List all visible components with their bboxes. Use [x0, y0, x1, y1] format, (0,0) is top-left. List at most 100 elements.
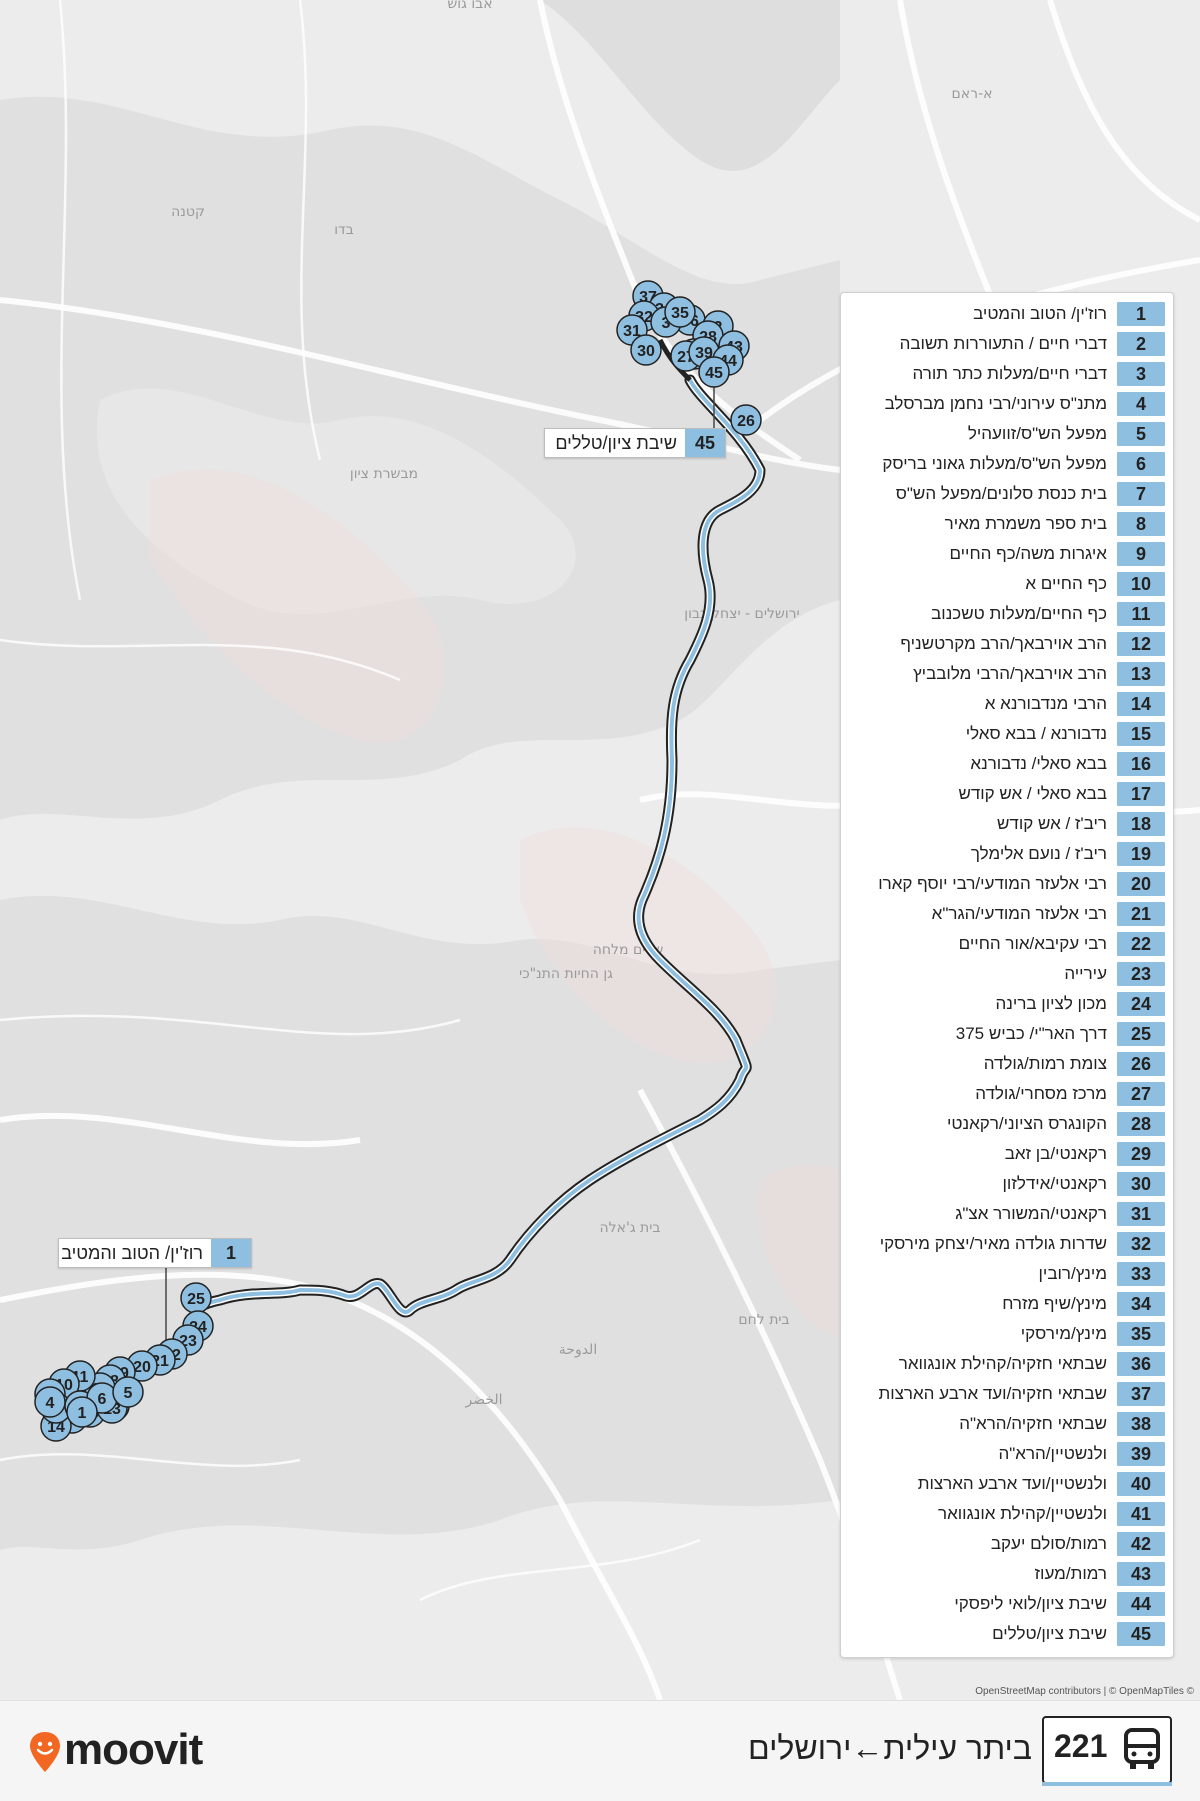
stop-number: 12: [1117, 632, 1165, 656]
stop-number: 16: [1117, 752, 1165, 776]
stop-marker[interactable]: [698, 356, 730, 388]
stop-list-item[interactable]: 11 כף החיים/מעלות טשכנוב: [841, 599, 1173, 629]
stop-list-item[interactable]: 16 בבא סאלי/ נדבורנא: [841, 749, 1173, 779]
stop-name: הרב אוירבאך/הרב מקרטשניף: [900, 634, 1107, 653]
stop-name: צומת רמות/גולדה: [983, 1054, 1107, 1073]
stop-name: מפעל הש"ס/מעלות גאוני בריסק: [882, 454, 1107, 473]
stop-list-item[interactable]: 24 מכון לציון ברינה: [841, 989, 1173, 1019]
place-label: בדו: [334, 222, 354, 238]
stop-list-item[interactable]: 1 רוז'ין/ הטוב והמטיב: [841, 299, 1173, 329]
stop-number: 18: [1117, 812, 1165, 836]
stop-number: 10: [1117, 572, 1165, 596]
stop-list-item[interactable]: 20 רבי אלעזר המודעי/רבי יוסף קארו: [841, 869, 1173, 899]
stop-list-item[interactable]: 43 רמות/מעוז: [841, 1559, 1173, 1589]
stop-list-item[interactable]: 35 מינץ/מירסקי: [841, 1319, 1173, 1349]
stop-name: שדרות גולדה מאיר/יצחק מירסקי: [879, 1234, 1107, 1253]
stop-list-item[interactable]: 19 ריב'ז / נועם אלימלך: [841, 839, 1173, 869]
stop-number: 1: [1117, 302, 1165, 326]
stop-marker[interactable]: [664, 296, 696, 328]
stop-list-item[interactable]: 38 שבתאי חזקיה/הרא"ה: [841, 1409, 1173, 1439]
stop-list-item[interactable]: 26 צומת רמות/גולדה: [841, 1049, 1173, 1079]
stop-list-item[interactable]: 2 דברי חיים / התעוררות תשובה: [841, 329, 1173, 359]
callout-stop-45[interactable]: 45 שיבת ציון/טללים: [544, 428, 726, 458]
stop-marker[interactable]: [34, 1386, 66, 1418]
stop-name: הרבי מנדבורנא א: [984, 694, 1107, 713]
stop-number: 25: [1117, 1022, 1165, 1046]
route-badge: 221: [1042, 1716, 1172, 1784]
stop-name: רבי עקיבא/אור החיים: [958, 934, 1107, 953]
place-label: קטנה: [171, 204, 205, 220]
stop-list-item[interactable]: 21 רבי אלעזר המודעי/הגר"א: [841, 899, 1173, 929]
stop-number: 9: [1117, 542, 1165, 566]
stop-name: ריב'ז / אש קודש: [997, 814, 1107, 833]
place-label: الخضر: [464, 1392, 502, 1408]
stop-list-item[interactable]: 10 כף החיים א: [841, 569, 1173, 599]
stop-list-item[interactable]: 29 רקאנטי/בן זאב: [841, 1139, 1173, 1169]
stop-list-item[interactable]: 6 מפעל הש"ס/מעלות גאוני בריסק: [841, 449, 1173, 479]
stop-list-item[interactable]: 4 מתנ"ס עירוני/רבי נחמן מברסלב: [841, 389, 1173, 419]
stop-number: 20: [1117, 872, 1165, 896]
stop-number: 11: [1117, 602, 1165, 626]
stop-list-item[interactable]: 25 דרך האר"י/ כביש 375: [841, 1019, 1173, 1049]
stop-number: 7: [1117, 482, 1165, 506]
stop-list-item[interactable]: 13 הרב אוירבאך/הרבי מלובביץ: [841, 659, 1173, 689]
stop-list-item[interactable]: 28 הקונגרס הציוני/רקאנטי: [841, 1109, 1173, 1139]
stop-marker[interactable]: [66, 1396, 98, 1428]
terrain-area: [540, 0, 840, 171]
stop-markers-north: 373432362312843302927394445335: [616, 280, 750, 388]
stop-number: 15: [1117, 722, 1165, 746]
stop-list-item[interactable]: 9 איגרות משה/כף החיים: [841, 539, 1173, 569]
stop-number: 41: [1117, 1502, 1165, 1526]
stop-list-item[interactable]: 27 מרכז מסחרי/גולדה: [841, 1079, 1173, 1109]
stop-name: דברי חיים/מעלות כתר תורה: [912, 364, 1107, 383]
stop-name: מינץ/מירסקי: [1020, 1324, 1107, 1343]
stop-list-item[interactable]: 39 ולנשטיין/הרא"ה: [841, 1439, 1173, 1469]
stop-name: דרך האר"י/ כביש 375: [955, 1024, 1107, 1043]
stop-marker-label: 3: [662, 315, 671, 332]
stop-list-item[interactable]: 3 דברי חיים/מעלות כתר תורה: [841, 359, 1173, 389]
stop-list-item[interactable]: 32 שדרות גולדה מאיר/יצחק מירסקי: [841, 1229, 1173, 1259]
route-number: 221: [1054, 1728, 1108, 1764]
stop-number: 34: [1117, 1292, 1165, 1316]
stop-list-item[interactable]: 45 שיבת ציון/טללים: [841, 1619, 1173, 1649]
stop-list-item[interactable]: 40 ולנשטיין/ועד ארבע הארצות: [841, 1469, 1173, 1499]
stop-number: 17: [1117, 782, 1165, 806]
stop-number: 3: [1117, 362, 1165, 386]
stop-list-item[interactable]: 23 עירייה: [841, 959, 1173, 989]
stop-list-item[interactable]: 22 רבי עקיבא/אור החיים: [841, 929, 1173, 959]
stop-list-item[interactable]: 44 שיבת ציון/לואי ליפסקי: [841, 1589, 1173, 1619]
stop-number: 33: [1117, 1262, 1165, 1286]
stop-marker-label: 14: [47, 1419, 65, 1436]
stop-list-item[interactable]: 8 בית ספר משמרת מאיר: [841, 509, 1173, 539]
stop-name: בית ספר משמרת מאיר: [944, 514, 1107, 533]
stop-name: רבי אלעזר המודעי/רבי יוסף קארו: [878, 874, 1107, 893]
stop-list-item[interactable]: 17 בבא סאלי / אש קודש: [841, 779, 1173, 809]
stop-list-item[interactable]: 37 שבתאי חזקיה/ועד ארבע הארצות: [841, 1379, 1173, 1409]
place-label: בית ג'אלה: [600, 1220, 661, 1236]
stop-list-item[interactable]: 12 הרב אוירבאך/הרב מקרטשניף: [841, 629, 1173, 659]
stop-list-item[interactable]: 36 שבתאי חזקיה/קהילת אונגוואר: [841, 1349, 1173, 1379]
stop-number: 28: [1117, 1112, 1165, 1136]
stop-list-item[interactable]: 18 ריב'ז / אש קודש: [841, 809, 1173, 839]
stop-number: 21: [1117, 902, 1165, 926]
stop-list-item[interactable]: 30 רקאנטי/אידלזון: [841, 1169, 1173, 1199]
stop-list-item[interactable]: 7 בית כנסת סלונים/מפעל הש"ס: [841, 479, 1173, 509]
stop-list-item[interactable]: 34 מינץ/שיף מזרח: [841, 1289, 1173, 1319]
callout-stop-1[interactable]: 1 רוז'ין/ הטוב והמטיב: [58, 1238, 252, 1268]
stop-list-item[interactable]: 33 מינץ/רובין: [841, 1259, 1173, 1289]
stop-name: ריב'ז / נועם אלימלך: [970, 844, 1107, 863]
stop-marker-label: 1: [78, 1405, 87, 1422]
stop-name: רקאנטי/המשורר אצ"ג: [955, 1204, 1107, 1223]
stop-list-item[interactable]: 15 נדבורנא / בבא סאלי: [841, 719, 1173, 749]
stop-list-item[interactable]: 14 הרבי מנדבורנא א: [841, 689, 1173, 719]
stop-marker[interactable]: [730, 404, 762, 436]
stop-number: 45: [1117, 1622, 1165, 1646]
stop-marker[interactable]: [630, 334, 662, 366]
terrain-area: [0, 895, 840, 1550]
stop-list-item[interactable]: 31 רקאנטי/המשורר אצ"ג: [841, 1199, 1173, 1229]
stop-marker-label: 30: [637, 343, 655, 360]
stop-list-item[interactable]: 42 רמות/סולם יעקב: [841, 1529, 1173, 1559]
stop-marker[interactable]: [112, 1376, 144, 1408]
stop-list-item[interactable]: 5 מפעל הש"ס/זוועהיל: [841, 419, 1173, 449]
stop-list-item[interactable]: 41 ולנשטיין/קהילת אונגוואר: [841, 1499, 1173, 1529]
